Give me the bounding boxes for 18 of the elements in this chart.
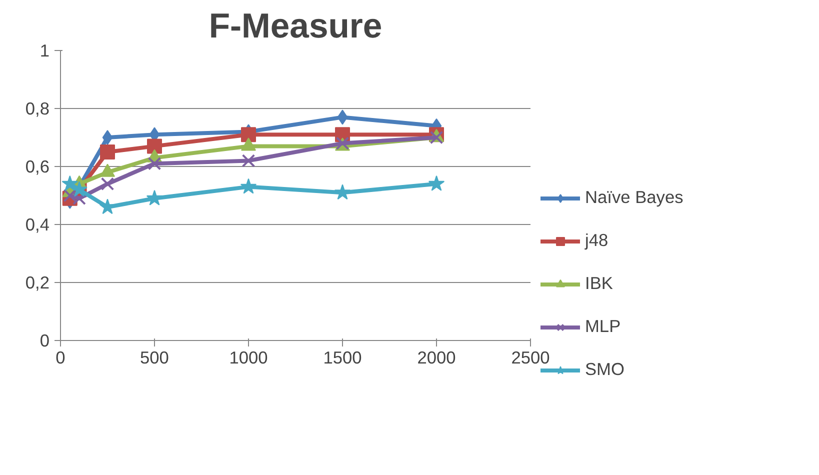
x-tick-label: 500 (140, 348, 169, 368)
legend-label: Naïve Bayes (585, 187, 684, 208)
x-tick-label: 2500 (511, 348, 550, 368)
chart-title: F-Measure (208, 8, 382, 46)
legend-label: MLP (585, 316, 621, 337)
legend-label: SMO (585, 359, 624, 380)
y-tick-label: 0 (40, 330, 50, 350)
y-tick-label: 0,8 (25, 98, 50, 118)
x-tick-label: 1500 (323, 348, 362, 368)
x-tick-label: 1000 (229, 348, 268, 368)
x-tick-label: 2000 (417, 348, 456, 368)
y-tick-label: 0,2 (25, 272, 50, 292)
y-tick-label: 0,6 (25, 156, 50, 176)
legend-label: j48 (585, 230, 608, 251)
legend-label: IBK (585, 273, 613, 294)
y-tick-label: 0,4 (25, 214, 50, 234)
y-tick-label: 1 (40, 40, 50, 60)
x-tick-label: 0 (56, 348, 66, 368)
